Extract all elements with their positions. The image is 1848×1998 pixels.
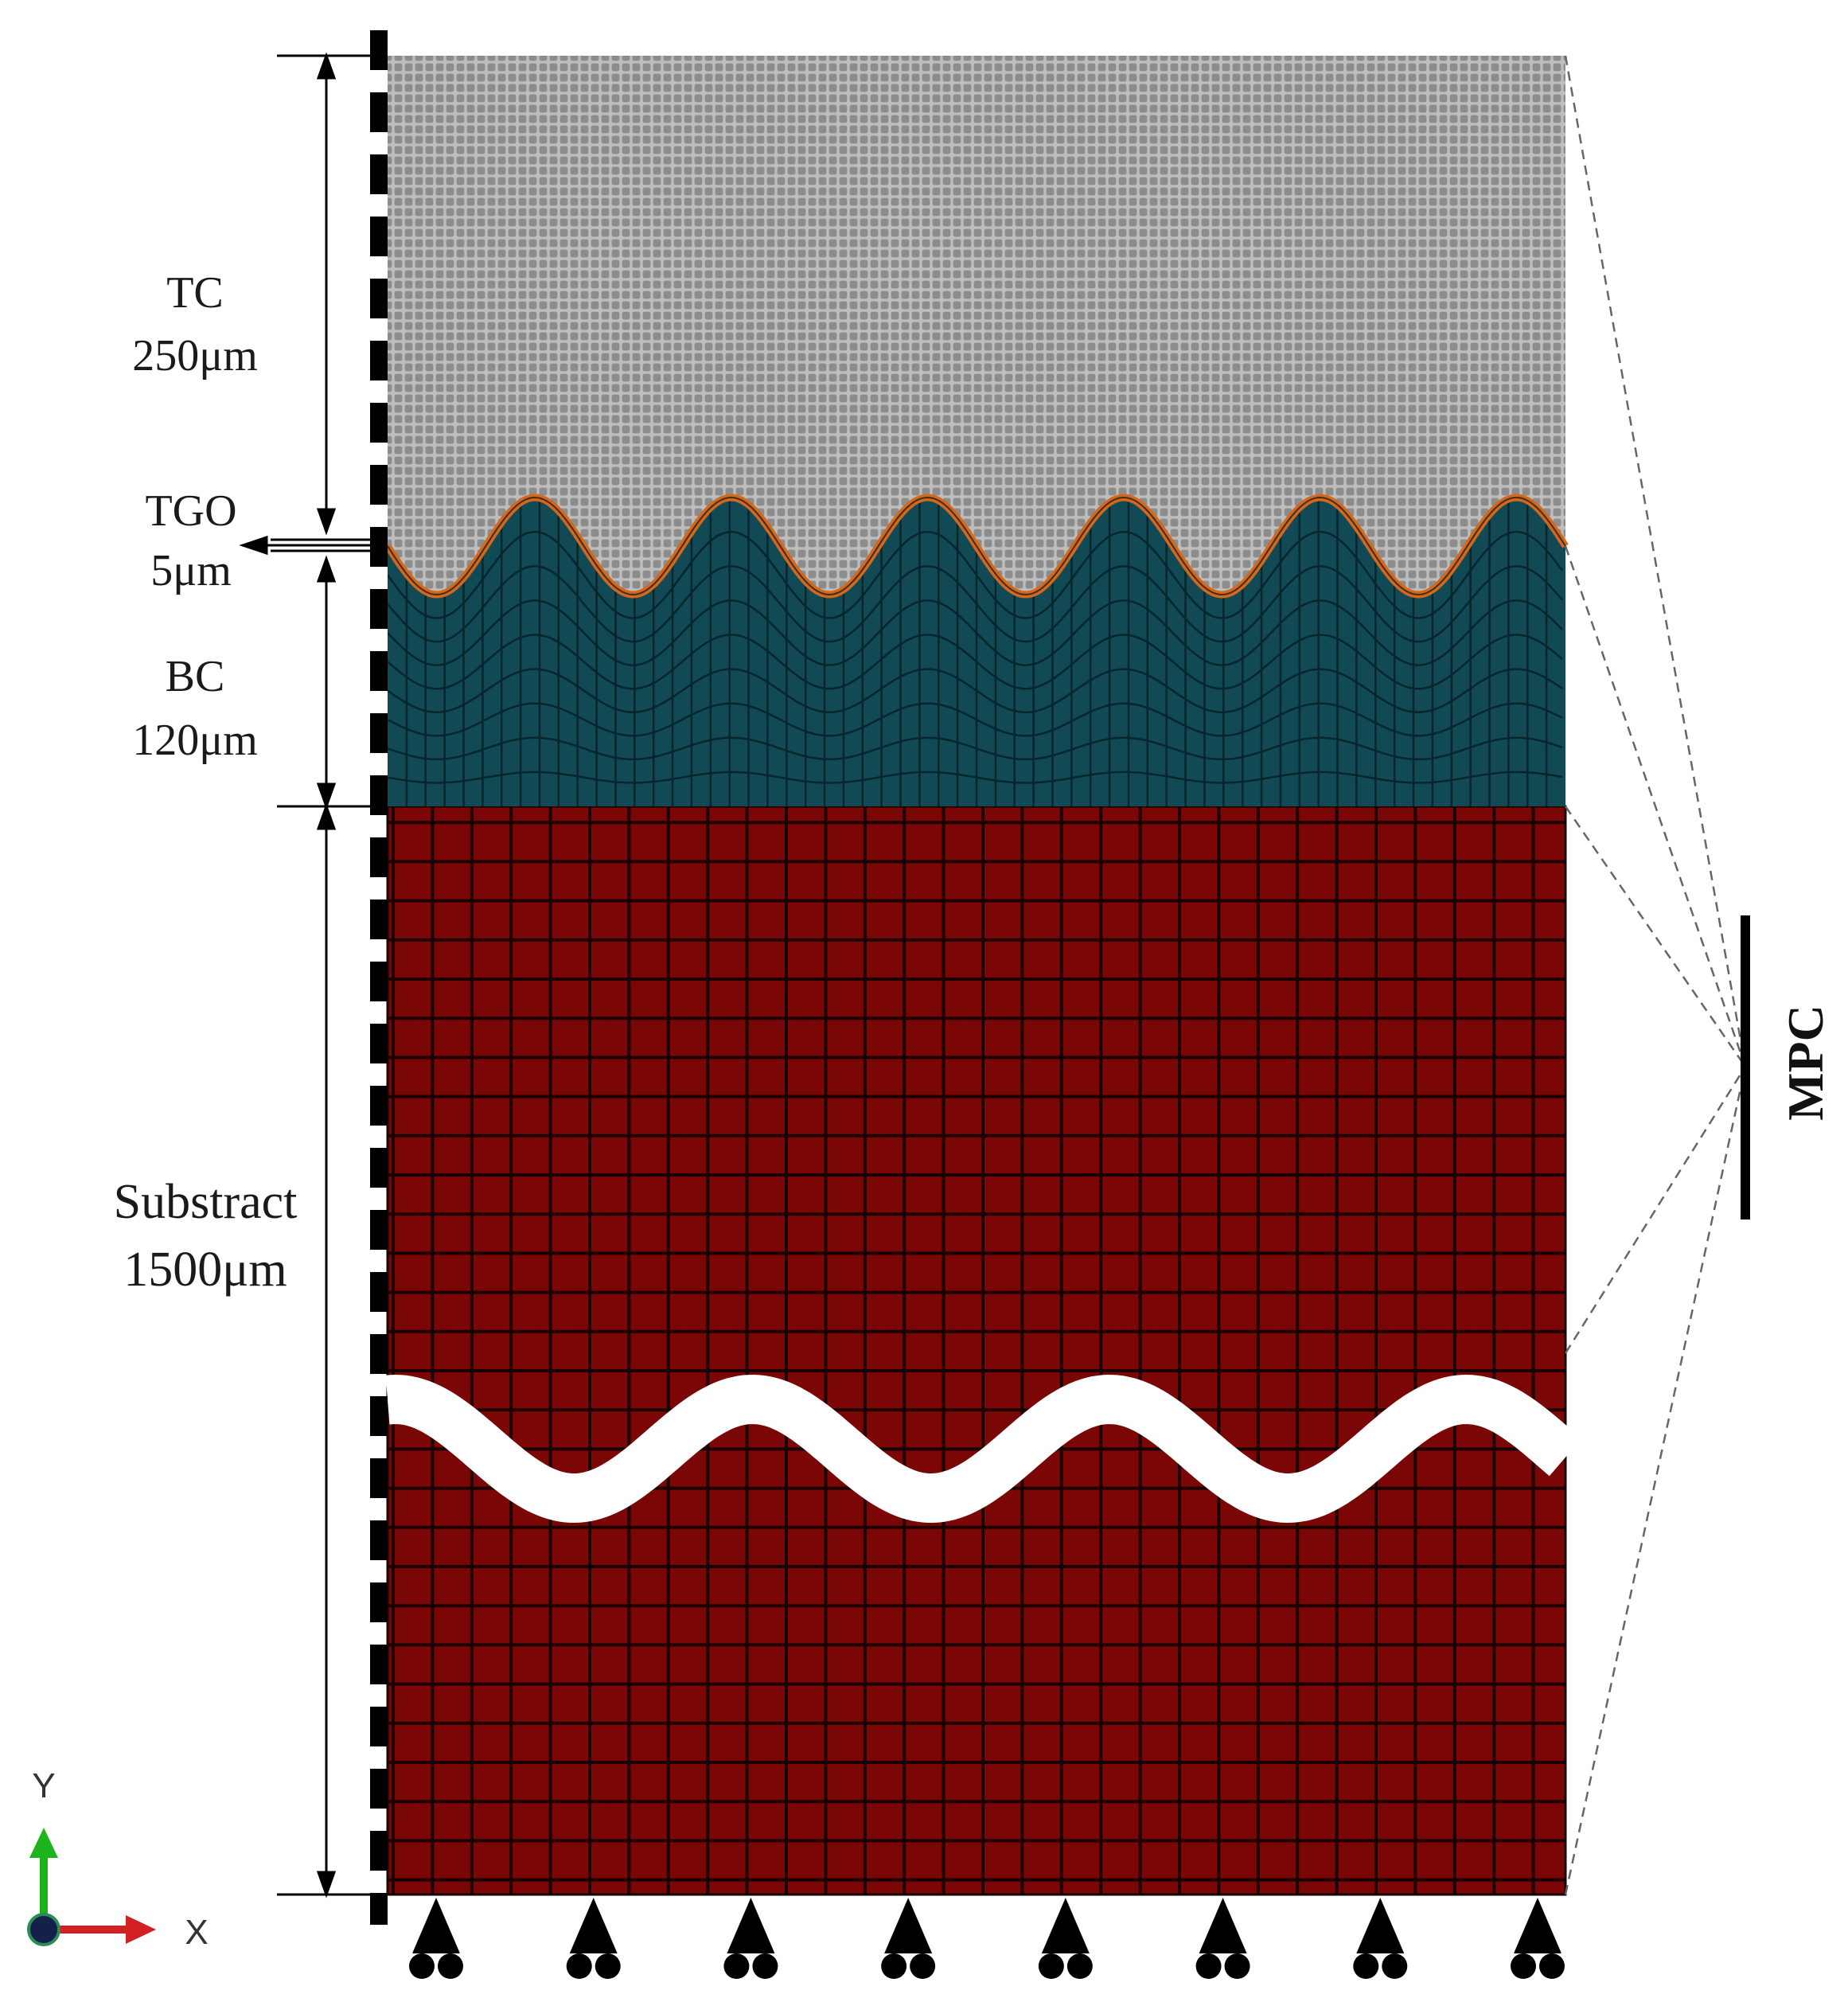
dimension-lines	[239, 52, 388, 1898]
bc-mesh-row-line	[388, 702, 1563, 737]
tc-thickness-label: 250μm	[132, 331, 258, 380]
bc-layer	[388, 498, 1565, 806]
support-symbol	[1511, 1898, 1565, 1979]
y-axis-label: Y	[32, 1766, 55, 1805]
break-symbol	[385, 1374, 1582, 1524]
mpc-tie-line	[1564, 545, 1747, 1067]
bc-label: BC	[166, 652, 225, 701]
origin-marker	[27, 1913, 60, 1946]
bottom-supports	[409, 1898, 1565, 1979]
tc-label: TC	[166, 268, 224, 318]
substrate-label: Substract	[114, 1175, 298, 1229]
tgo-interface-inner	[387, 496, 1566, 596]
bc-mesh-row-line	[388, 599, 1563, 666]
y-axis-arrow-head	[29, 1828, 58, 1858]
x-axis-label: X	[185, 1913, 208, 1952]
support-symbol	[566, 1898, 621, 1979]
bc-thickness-label: 120μm	[132, 716, 258, 765]
bc-mesh-row-line	[388, 668, 1563, 714]
x-axis-arrow-head	[126, 1915, 156, 1944]
support-symbol	[1195, 1898, 1250, 1979]
mpc-label: MPC	[1777, 1005, 1834, 1121]
mpc-tie-line	[1564, 1066, 1747, 1895]
substrate-layer	[386, 805, 1567, 1896]
tc-mesh-region	[388, 56, 1565, 595]
bc-mesh-row-line	[388, 530, 1564, 619]
mpc-tie-line	[1564, 55, 1747, 1067]
substrate-thickness-label: 1500μm	[123, 1243, 287, 1297]
tgo-label: TGO	[145, 486, 236, 536]
substrate-mesh	[386, 805, 1567, 1896]
bc-mesh-lines	[388, 498, 1564, 806]
tgo-thickness-label: 5μm	[150, 546, 232, 595]
mpc-tie-line	[1564, 1066, 1747, 1354]
support-symbol	[1353, 1898, 1408, 1979]
coordinate-triad: Y X	[27, 1766, 209, 1952]
support-symbol	[409, 1898, 463, 1979]
tc-layer	[388, 56, 1565, 595]
bc-mesh-row-line	[388, 564, 1563, 643]
support-symbol	[1038, 1898, 1093, 1979]
bc-mesh-row-line	[388, 634, 1563, 690]
mpc-tie-line	[1564, 806, 1747, 1067]
mpc-tie-lines	[1564, 55, 1747, 1895]
support-symbol	[723, 1898, 778, 1979]
bc-mesh-row-line	[388, 736, 1563, 761]
support-symbol	[881, 1898, 936, 1979]
bc-mesh-row-line	[388, 771, 1563, 784]
